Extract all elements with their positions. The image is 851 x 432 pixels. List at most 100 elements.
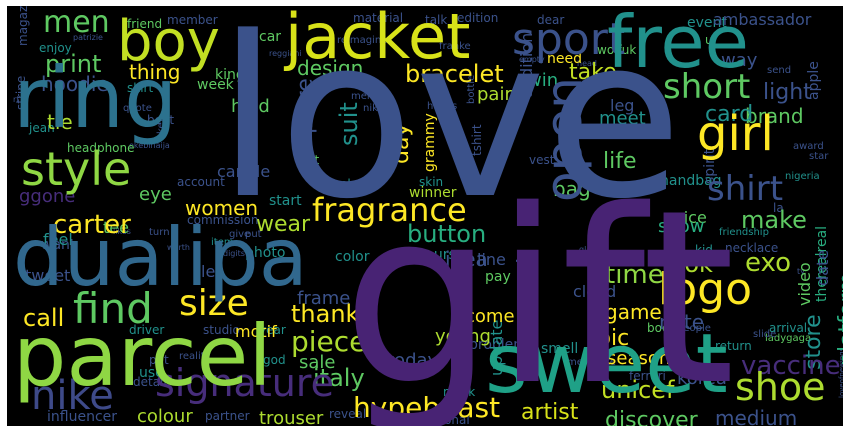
word-gift: gift xyxy=(342,158,736,426)
word-item: item xyxy=(211,237,234,248)
word-sport: sport xyxy=(512,14,626,65)
word-quote: quote xyxy=(123,103,152,114)
word-pic: pic xyxy=(597,326,630,351)
word-short: short xyxy=(663,67,751,107)
word-reality: reality xyxy=(179,351,211,362)
word-parcel: parcel xyxy=(13,307,272,405)
word-year: year xyxy=(259,323,286,337)
word-time: time xyxy=(605,260,664,290)
word-feel: feel xyxy=(43,230,73,249)
word-love: love xyxy=(217,6,683,248)
word-card: card xyxy=(705,102,754,127)
word-unicef: unicef xyxy=(601,376,675,404)
word-ggone: ggone xyxy=(19,186,76,207)
word-style: style xyxy=(21,142,132,196)
word-give: give xyxy=(229,229,251,240)
word-smell: smell xyxy=(541,341,579,357)
word-winner: winner xyxy=(409,185,457,201)
word-let: let xyxy=(201,262,222,281)
word-arrival: arrival xyxy=(769,321,808,335)
word-digits: digits xyxy=(223,249,245,258)
word-find: find xyxy=(73,284,153,333)
word-start: start xyxy=(269,193,302,209)
word-discover: discover xyxy=(605,408,698,427)
word-slide: slide xyxy=(753,329,777,340)
word-tie: tie xyxy=(47,110,73,134)
word-ladygaga: ladygaga xyxy=(765,333,812,344)
word-boot: boot xyxy=(647,321,675,335)
word-cloud: loveofnewings soo ekebinaija popular empty he… xyxy=(7,6,843,426)
word-leg: leg xyxy=(610,96,635,115)
word-color: color xyxy=(335,249,370,265)
word-cloud: cloud xyxy=(573,282,617,301)
word-ring: ring xyxy=(13,49,178,147)
word-partner: partner xyxy=(205,409,250,423)
word-line: line xyxy=(477,250,506,269)
word-people: people xyxy=(677,323,711,334)
word-piece: piece xyxy=(291,325,367,358)
word-pay: pay xyxy=(485,269,511,285)
word-studio: studio xyxy=(203,323,240,337)
word-take: take xyxy=(569,60,617,85)
word-enjoy: enjoy xyxy=(39,41,72,55)
word-head: head xyxy=(577,59,597,68)
word-hypebeast: hypebeast xyxy=(353,391,501,424)
word-exo: exo xyxy=(745,248,792,278)
word-eye: eye xyxy=(139,184,172,205)
word-italy: italy xyxy=(313,364,365,392)
word-pat: pat xyxy=(149,353,169,367)
word-sale: sale xyxy=(299,352,336,373)
word-u: u xyxy=(705,33,713,47)
word-professional: professional xyxy=(397,413,470,426)
word-life: life xyxy=(603,149,637,174)
word-medium: medium xyxy=(715,406,798,426)
word-friendship: friendship xyxy=(719,227,769,238)
word-reggiani: reggiani xyxy=(269,49,302,58)
word-logo: logo xyxy=(658,264,752,315)
word-vest: vest xyxy=(529,153,555,167)
word-design: design xyxy=(297,56,364,80)
word-hades: hades xyxy=(427,101,458,112)
word-empty: empty xyxy=(519,55,545,64)
word-car: car xyxy=(259,29,282,45)
word-women: women xyxy=(185,196,259,220)
word-commission: commission xyxy=(187,213,259,227)
word-want: want xyxy=(41,237,76,253)
word-patrizie: patrizie xyxy=(73,33,103,42)
word-candle: candle xyxy=(217,162,271,181)
word-nike: nike xyxy=(31,373,114,419)
word-nikol: nikol xyxy=(363,103,387,114)
word-sweet: sweet xyxy=(485,317,728,412)
word-popular: popular xyxy=(335,179,366,188)
word-turn: turn xyxy=(149,227,170,238)
word-trouser: trouser xyxy=(259,408,324,427)
word-ekebinaija: ekebinaija xyxy=(129,141,170,150)
word-reveal: reveal xyxy=(329,407,367,421)
word-franke: franke xyxy=(439,41,471,52)
word-wolfuk: wolfuk xyxy=(597,43,637,57)
word-influencer: influencer xyxy=(47,409,118,425)
word-carter: carter xyxy=(53,210,131,240)
word-mercy: mercy xyxy=(351,91,383,102)
word-need: need xyxy=(547,51,582,67)
word-skirt: skirt xyxy=(127,81,154,95)
word-korea: korea xyxy=(677,368,727,389)
word-artist: artist xyxy=(521,400,579,425)
word-god: god xyxy=(263,353,286,367)
word-ty: ty xyxy=(797,267,805,276)
word-glam: glam xyxy=(579,245,599,254)
word-heel: heel xyxy=(325,177,351,191)
word-idea: idea xyxy=(445,247,488,271)
word-claim: claim xyxy=(597,255,630,269)
word-video: video xyxy=(795,262,814,306)
word-size: size xyxy=(179,283,249,324)
word-season: season xyxy=(607,348,671,369)
word-light: light xyxy=(763,80,812,105)
word-make: make xyxy=(741,206,807,234)
word-thank: thank xyxy=(291,300,360,328)
word-wear: wear xyxy=(256,212,311,237)
word-rt: rt xyxy=(13,95,20,104)
word-fit: fit xyxy=(307,153,320,167)
word-put: put xyxy=(245,229,262,240)
word-mercyeke: mercyeke xyxy=(567,357,616,368)
